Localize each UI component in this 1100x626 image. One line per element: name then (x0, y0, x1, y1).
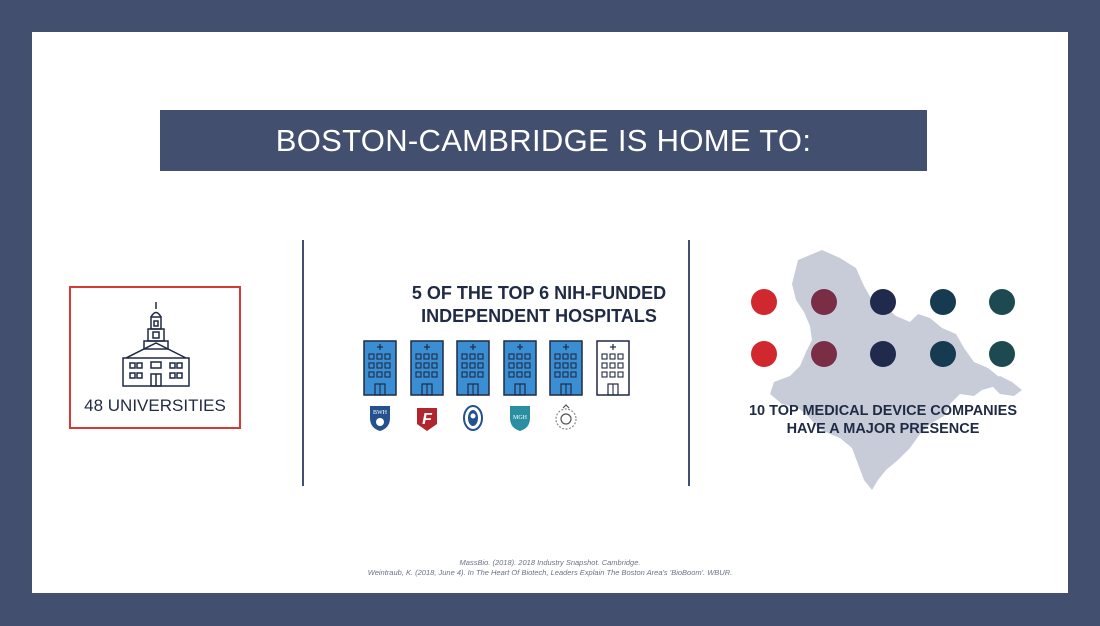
hospital-building-icon-filled (549, 340, 583, 396)
references: MassBio. (2018). 2018 Industry Snapshot.… (32, 558, 1068, 578)
medical-device-company-dot (751, 289, 777, 315)
f-logo-text: F (422, 411, 433, 428)
medical-device-company-dot (989, 341, 1015, 367)
medical-device-company-dot (810, 341, 837, 367)
medical-devices-label-line2: HAVE A MAJOR PRESENCE (786, 421, 980, 437)
page-title: BOSTON-CAMBRIDGE IS HOME TO: (160, 110, 927, 171)
hospital-building-icon-filled (409, 340, 444, 396)
reference-line2: Weintraub, K. (2018, June 4). In The Hea… (367, 568, 733, 577)
mass-general-logo: MGH (510, 406, 530, 431)
medical-devices-label: 10 TOP MEDICAL DEVICE COMPANIES HAVE A M… (722, 402, 1044, 438)
medical-device-company-dot (929, 341, 956, 367)
mgh-logo-text: MGH (513, 415, 528, 421)
hospital-crest-logo (463, 405, 483, 431)
medical-device-company-dot (989, 289, 1015, 315)
university-building-icon (122, 302, 190, 387)
hospital-f-logo: F (417, 408, 437, 431)
hospital-building-icon-outline (595, 340, 630, 396)
hospitals-heading-line1: 5 OF THE TOP 6 NIH-FUNDED (411, 283, 667, 303)
medical-device-company-dot (870, 341, 896, 367)
section-divider-right (688, 240, 690, 486)
medical-device-company-dot (751, 341, 777, 367)
brigham-womens-hospital-logo: BWH (370, 406, 390, 431)
medical-devices-label-line1: 10 TOP MEDICAL DEVICE COMPANIES (748, 403, 1018, 419)
medical-device-company-dot (870, 289, 896, 315)
hospitals-heading-line2: INDEPENDENT HOSPITALS (421, 306, 657, 326)
reference-line1: MassBio. (2018). 2018 Industry Snapshot.… (459, 558, 641, 567)
hospital-building-icon-filled (456, 340, 490, 396)
medical-device-company-dot (929, 289, 956, 315)
section-divider-left (302, 240, 304, 486)
universities-card: 48 UNIVERSITIES (69, 286, 241, 429)
infographic-panel: BOSTON-CAMBRIDGE IS HOME TO: 48 UNIVERSI… (32, 32, 1068, 593)
hospital-seal-logo (555, 404, 577, 430)
hospital-building-icon-filled (502, 340, 537, 396)
universities-count-label: 48 UNIVERSITIES (84, 396, 226, 415)
hospital-building-icon-filled (363, 340, 397, 396)
medical-device-company-dot (810, 289, 837, 315)
hospitals-heading: 5 OF THE TOP 6 NIH-FUNDED INDEPENDENT HO… (304, 282, 774, 328)
boston-area-map-icon (770, 250, 1022, 490)
bwh-logo-text: BWH (373, 410, 388, 416)
